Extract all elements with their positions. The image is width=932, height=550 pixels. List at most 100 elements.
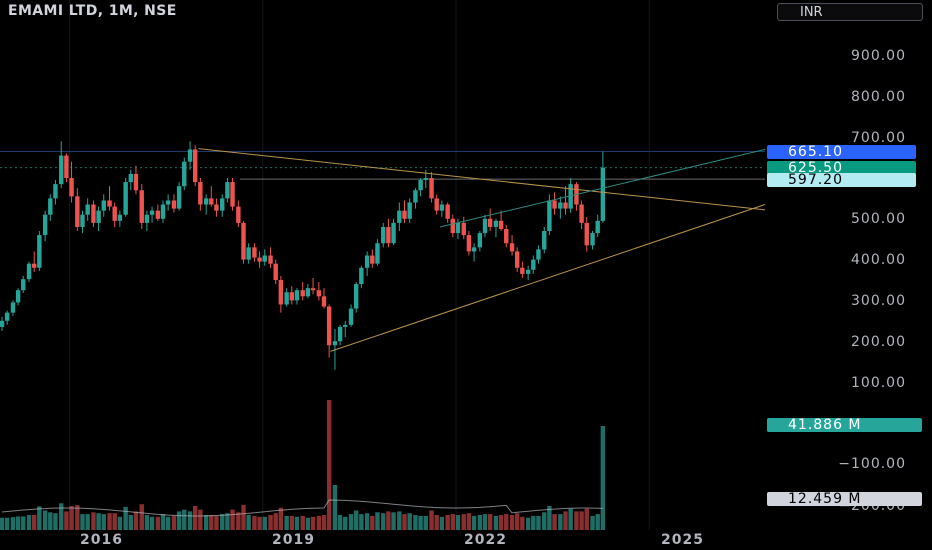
candle-body <box>359 267 364 285</box>
candle-body <box>133 173 139 191</box>
volume-bar <box>407 513 412 530</box>
candle-body <box>364 255 370 268</box>
candle-body <box>268 255 273 264</box>
candle-body <box>429 178 434 199</box>
volume-bar <box>310 516 316 530</box>
volume-bar <box>69 506 74 530</box>
time-tick-2022: 2022 <box>464 532 507 548</box>
candle-body <box>445 204 450 219</box>
volume-bar <box>498 515 504 530</box>
volume-bar <box>397 511 402 530</box>
candle-body <box>37 235 42 268</box>
candle-body <box>220 198 225 211</box>
volume-bar <box>445 515 450 530</box>
volume-bar <box>542 512 547 530</box>
price-tick-900: 900.00 <box>851 48 906 64</box>
candle-body <box>300 290 305 297</box>
candle-body <box>225 182 230 199</box>
time-tick-2016: 2016 <box>80 532 123 548</box>
volume-bar <box>198 509 203 530</box>
volume-bar <box>112 513 117 530</box>
candle-body <box>10 302 16 313</box>
candle-body <box>203 198 209 205</box>
candle-body <box>568 184 573 209</box>
candle-body <box>26 263 32 280</box>
candle-body <box>391 222 396 244</box>
volume-bar <box>187 511 193 530</box>
volume-bar <box>176 511 182 530</box>
volume-bar <box>268 515 273 530</box>
candle-body <box>343 324 348 327</box>
candle-body <box>42 214 48 236</box>
candle-body <box>402 210 407 219</box>
candle-body <box>187 149 193 162</box>
candle-body <box>531 259 536 270</box>
volume-bar <box>160 514 166 530</box>
candle-body <box>375 243 380 264</box>
candle-body <box>69 178 74 197</box>
volume-bar <box>504 514 509 530</box>
candle-body <box>107 200 112 207</box>
volume-bar <box>423 515 428 530</box>
candle-body <box>230 182 235 207</box>
candle-body <box>477 233 483 248</box>
candle-body <box>75 196 80 227</box>
volume-last-tag: 41.886 M <box>767 418 922 432</box>
volume-bar <box>149 516 155 530</box>
volume-bar <box>203 515 209 530</box>
candle-body <box>455 222 461 234</box>
candle-body <box>139 190 144 223</box>
volume-bar <box>123 506 128 530</box>
candle-body <box>182 161 187 187</box>
volume-bar <box>552 514 557 530</box>
candle-body <box>85 204 90 215</box>
volume-bar <box>10 517 16 530</box>
candle-body <box>450 218 455 234</box>
volume-bar <box>246 515 251 530</box>
candle-body <box>128 173 133 183</box>
volume-bar <box>471 515 477 530</box>
volume-bar <box>337 515 343 530</box>
candle-body <box>579 204 584 223</box>
volume-bar <box>37 506 42 530</box>
channel-trendline <box>439 148 766 228</box>
candle-body <box>600 167 606 221</box>
volume-bar <box>316 515 322 530</box>
volume-bar <box>75 505 80 530</box>
candle-body <box>439 204 445 211</box>
volume-bar <box>262 516 267 530</box>
candle-body <box>257 257 262 262</box>
currency-selector[interactable]: INR <box>777 3 923 21</box>
volume-bar <box>64 511 69 530</box>
candle-body <box>407 202 412 219</box>
volume-bar <box>348 514 354 530</box>
volume-bar <box>547 506 552 530</box>
volume-ma-line <box>1 499 603 517</box>
volume-bar <box>4 517 10 530</box>
volume-bar <box>482 514 488 530</box>
candle-body <box>32 263 37 268</box>
volume-bar <box>391 512 396 530</box>
volume-bar <box>563 511 568 530</box>
volume-bar <box>515 513 520 530</box>
price-tick-500: 500.00 <box>851 211 906 227</box>
price-tick-400: 400.00 <box>851 252 906 268</box>
volume-bar <box>487 514 493 530</box>
candle-body <box>4 312 10 321</box>
candle-body <box>278 280 284 305</box>
candle-body <box>397 210 402 223</box>
volume-bar <box>209 515 214 530</box>
candle-body <box>15 290 21 303</box>
candle-body <box>193 149 198 183</box>
candle-body <box>160 204 166 219</box>
volume-tick-neg100: −100.00 <box>838 456 906 472</box>
candle-body <box>305 288 311 297</box>
volume-bar <box>525 517 531 530</box>
candle-body <box>144 214 150 223</box>
volume-bar <box>241 505 246 530</box>
volume-bar <box>252 515 257 530</box>
volume-bar <box>461 514 466 530</box>
symbol-title[interactable]: EMAMI LTD, 1M, NSE <box>8 3 177 19</box>
candle-body <box>171 200 177 209</box>
